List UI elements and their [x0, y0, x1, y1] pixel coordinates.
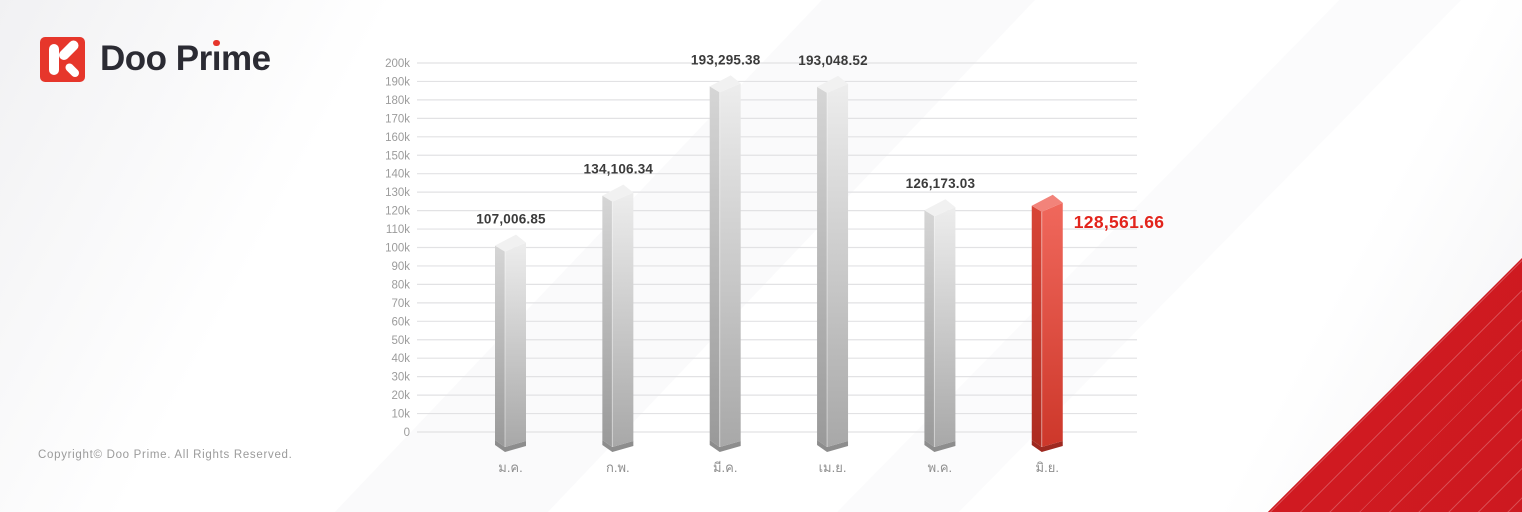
value-label: 193,295.38: [691, 52, 761, 67]
bar-left-face: [924, 210, 935, 447]
bar-left-face: [495, 245, 505, 447]
bar-top-face: [709, 75, 741, 93]
month-label-มี.ค.: มี.ค.: [713, 460, 738, 475]
month-label-พ.ค.: พ.ค.: [928, 460, 953, 475]
bar-foot: [495, 440, 526, 452]
y-tick-label-200k: 200k: [385, 58, 410, 70]
y-tick-label-10k: 10k: [391, 409, 410, 421]
wordmark-part2: me: [220, 39, 271, 78]
doo-prime-wordmark: Doo Prı me: [100, 36, 271, 82]
month-label-ก.พ.: ก.พ.: [606, 460, 630, 475]
y-tick-label-160k: 160k: [385, 132, 410, 144]
y-tick-label-190k: 190k: [385, 76, 410, 88]
y-tick-label-70k: 70k: [391, 298, 410, 310]
bar-right-face: [1041, 202, 1063, 447]
value-label-highlight: 128,561.66: [1074, 212, 1165, 232]
bar-foot: [709, 440, 741, 452]
value-label: 193,048.52: [798, 53, 868, 68]
bar-left-face: [709, 86, 720, 447]
value-label: 107,006.85: [476, 212, 546, 227]
y-tick-label-50k: 50k: [391, 335, 410, 347]
gridlines-layer: 0 10k 20k 30k 40k 50k 60k 70k 80k 90k 100k 110k 120k…: [385, 58, 1137, 439]
bar-top-face: [602, 184, 634, 202]
wordmark-part1: Doo Pr: [100, 39, 212, 78]
y-tick-label-140k: 140k: [385, 169, 410, 181]
bar-right-face: [719, 83, 741, 447]
bar-top-face: [1031, 194, 1063, 212]
bar-foot: [1031, 440, 1063, 452]
bar-top-face: [924, 199, 956, 217]
bar-foot: [817, 440, 849, 452]
month-label-ม.ค.: ม.ค.: [498, 460, 523, 475]
wordmark-letter-i: ı: [211, 39, 222, 78]
month-label-เม.ย.: เม.ย.: [819, 460, 847, 475]
month-label-มิ.ย.: มิ.ย.: [1036, 460, 1059, 475]
bar-เม.ย.: [817, 75, 849, 452]
y-tick-label-100k: 100k: [385, 243, 410, 255]
y-tick-label-90k: 90k: [391, 261, 410, 273]
bar-right-face: [505, 242, 526, 447]
y-tick-label-180k: 180k: [385, 95, 410, 107]
y-tick-label-120k: 120k: [385, 206, 410, 218]
y-tick-label-40k: 40k: [391, 353, 410, 365]
bar-right-face: [934, 207, 956, 447]
y-tick-label-150k: 150k: [385, 150, 410, 162]
labels-layer: 107,006.85 ม.ค. 134,106.34 ก.พ. 193,295.38 มี…: [476, 52, 1164, 475]
y-tick-label-60k: 60k: [391, 316, 410, 328]
bar-ม.ค.: [495, 234, 526, 452]
bar-right-face: [612, 192, 634, 447]
bar-top-face: [495, 234, 526, 252]
bars-layer: [495, 75, 1063, 452]
bar-foot: [602, 440, 634, 452]
copyright-text: Copyright© Doo Prime. All Rights Reserve…: [38, 449, 293, 461]
bar-foot: [924, 440, 956, 452]
bar-left-face: [602, 195, 613, 447]
doo-prime-logo: Doo Prı me: [40, 36, 271, 82]
bar-มิ.ย.: [1031, 194, 1063, 452]
y-tick-label-0: 0: [404, 427, 410, 439]
y-tick-label-20k: 20k: [391, 390, 410, 402]
bar-top-face: [817, 75, 849, 93]
bar-มี.ค.: [709, 75, 741, 452]
bar-พ.ค.: [924, 199, 956, 452]
wordmark-i-red-dot: [213, 39, 220, 47]
bar-ก.พ.: [602, 184, 634, 452]
bar-right-face: [827, 83, 849, 448]
y-tick-label-110k: 110k: [386, 224, 410, 236]
doo-prime-logo-icon: [40, 36, 85, 82]
y-tick-label-130k: 130k: [385, 187, 410, 199]
value-label: 126,173.03: [906, 176, 976, 191]
bar-left-face: [1031, 205, 1042, 447]
bar-left-face: [817, 86, 828, 448]
y-tick-label-170k: 170k: [385, 113, 410, 125]
y-tick-label-30k: 30k: [391, 372, 410, 384]
value-label: 134,106.34: [584, 162, 654, 177]
y-tick-label-80k: 80k: [391, 279, 410, 291]
